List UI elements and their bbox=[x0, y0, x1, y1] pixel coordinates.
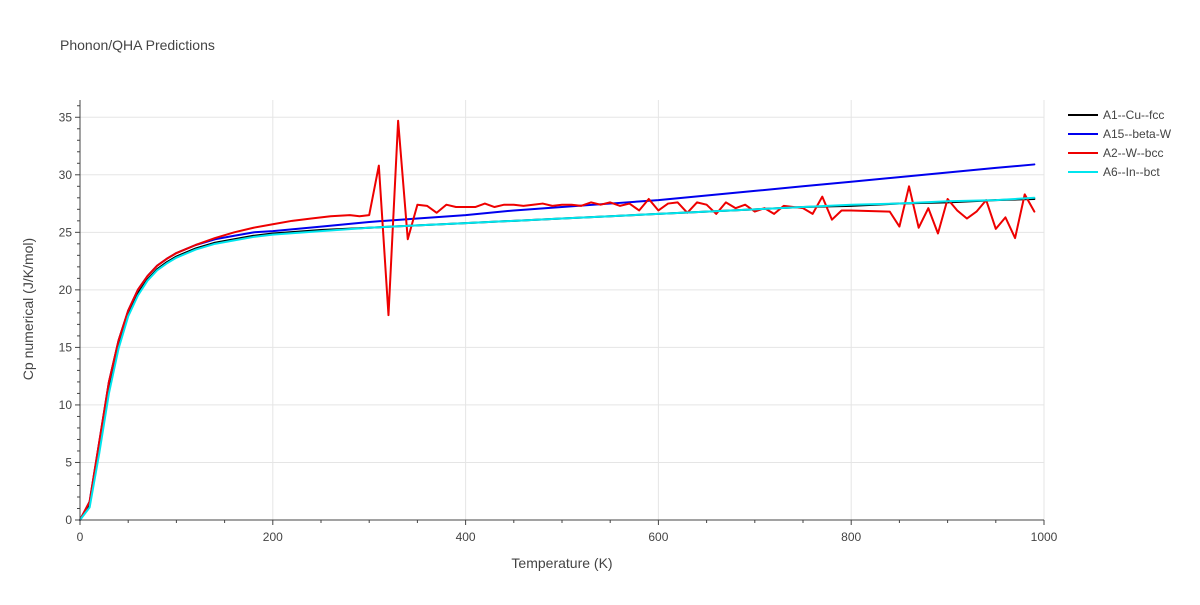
x-tick-label: 0 bbox=[77, 530, 84, 544]
series-line-A6--In--bct[interactable] bbox=[79, 196, 1036, 521]
legend-item-A15--beta-W[interactable]: A15--beta-W bbox=[1068, 127, 1172, 141]
legend[interactable]: A1--Cu--fcc A15--beta-W A2--W--bcc A6--In--… bbox=[1068, 108, 1172, 179]
y-tick-label: 0 bbox=[65, 513, 72, 527]
y-tick-label: 5 bbox=[65, 455, 72, 469]
x-tick-label: 800 bbox=[841, 530, 861, 544]
y-tick-label: 25 bbox=[59, 225, 73, 239]
y-tick-label: 30 bbox=[59, 168, 73, 182]
tick-labels: 0 200 400 600 800 1000 0 5 10 15 20 25 30 35 bbox=[59, 110, 1058, 544]
y-axis-title: Cp numerical (J/K/mol) bbox=[20, 238, 36, 380]
legend-label: A15--beta-W bbox=[1103, 127, 1172, 141]
legend-label: A1--Cu--fcc bbox=[1103, 108, 1164, 122]
y-tick-label: 10 bbox=[59, 398, 73, 412]
grid-lines bbox=[80, 100, 1045, 520]
x-axis-title: Temperature (K) bbox=[511, 555, 612, 571]
legend-item-A2--W--bcc[interactable]: A2--W--bcc bbox=[1068, 146, 1163, 160]
legend-label: A6--In--bct bbox=[1103, 165, 1160, 179]
legend-item-A6--In--bct[interactable]: A6--In--bct bbox=[1068, 165, 1160, 179]
legend-label: A2--W--bcc bbox=[1103, 146, 1163, 160]
series-line-A2--W--bcc[interactable] bbox=[79, 119, 1036, 521]
y-tick-label: 20 bbox=[59, 283, 73, 297]
x-tick-label: 400 bbox=[456, 530, 476, 544]
x-tick-label: 600 bbox=[648, 530, 668, 544]
chart-title: Phonon/QHA Predictions bbox=[60, 37, 215, 53]
legend-item-A1--Cu--fcc[interactable]: A1--Cu--fcc bbox=[1068, 108, 1164, 122]
series-lines bbox=[79, 119, 1036, 521]
x-tick-label: 1000 bbox=[1031, 530, 1058, 544]
axes bbox=[75, 100, 1045, 525]
x-tick-label: 200 bbox=[263, 530, 283, 544]
y-tick-label: 15 bbox=[59, 340, 73, 354]
y-tick-label: 35 bbox=[59, 110, 73, 124]
